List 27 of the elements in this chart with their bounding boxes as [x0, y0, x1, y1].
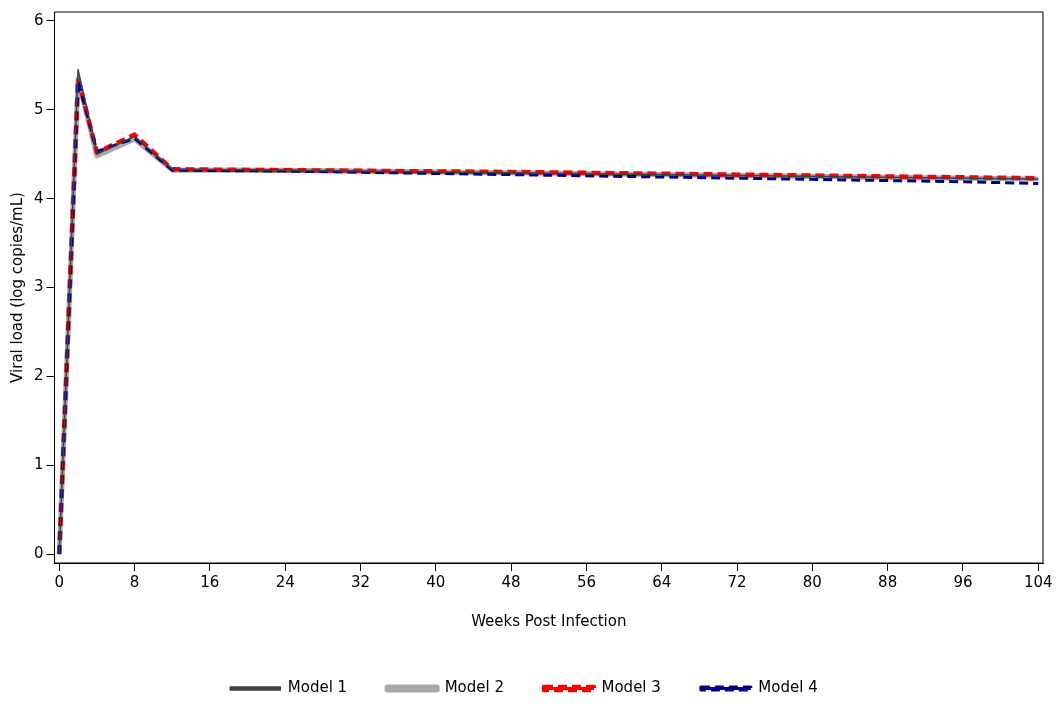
y-tick-label: 6: [34, 10, 44, 29]
x-tick-label: 24: [275, 572, 295, 591]
y-tick-label: 4: [34, 188, 44, 207]
x-tick-label: 80: [802, 572, 822, 591]
x-tick-label: 0: [54, 572, 65, 591]
x-tick-label: 64: [652, 572, 672, 591]
legend-label: Model 4: [758, 678, 818, 697]
x-tick-label: 32: [350, 572, 371, 591]
legend-label: Model 2: [444, 678, 505, 697]
legend-label: Model 1: [287, 678, 348, 697]
x-tick-label: 48: [501, 572, 521, 591]
x-tick-label: 88: [878, 572, 898, 591]
x-tick-label: 16: [200, 572, 220, 591]
x-tick-label: 96: [953, 572, 973, 591]
x-tick-label: 104: [1023, 572, 1053, 591]
x-tick-label: 8: [129, 572, 140, 591]
x-tick-label: 40: [426, 572, 446, 591]
y-tick-label: 1: [34, 455, 44, 474]
x-tick-label: 72: [727, 572, 747, 591]
y-axis-title: Viral load (log copies/mL): [7, 192, 26, 383]
y-tick-label: 0: [34, 544, 44, 562]
legend-label: Model 3: [601, 678, 661, 697]
y-tick-label: 2: [34, 366, 44, 385]
x-axis-title: Weeks Post Infection: [471, 611, 627, 630]
y-tick-label: 5: [34, 99, 44, 118]
y-tick-label: 3: [34, 277, 44, 296]
x-tick-label: 56: [576, 572, 596, 591]
